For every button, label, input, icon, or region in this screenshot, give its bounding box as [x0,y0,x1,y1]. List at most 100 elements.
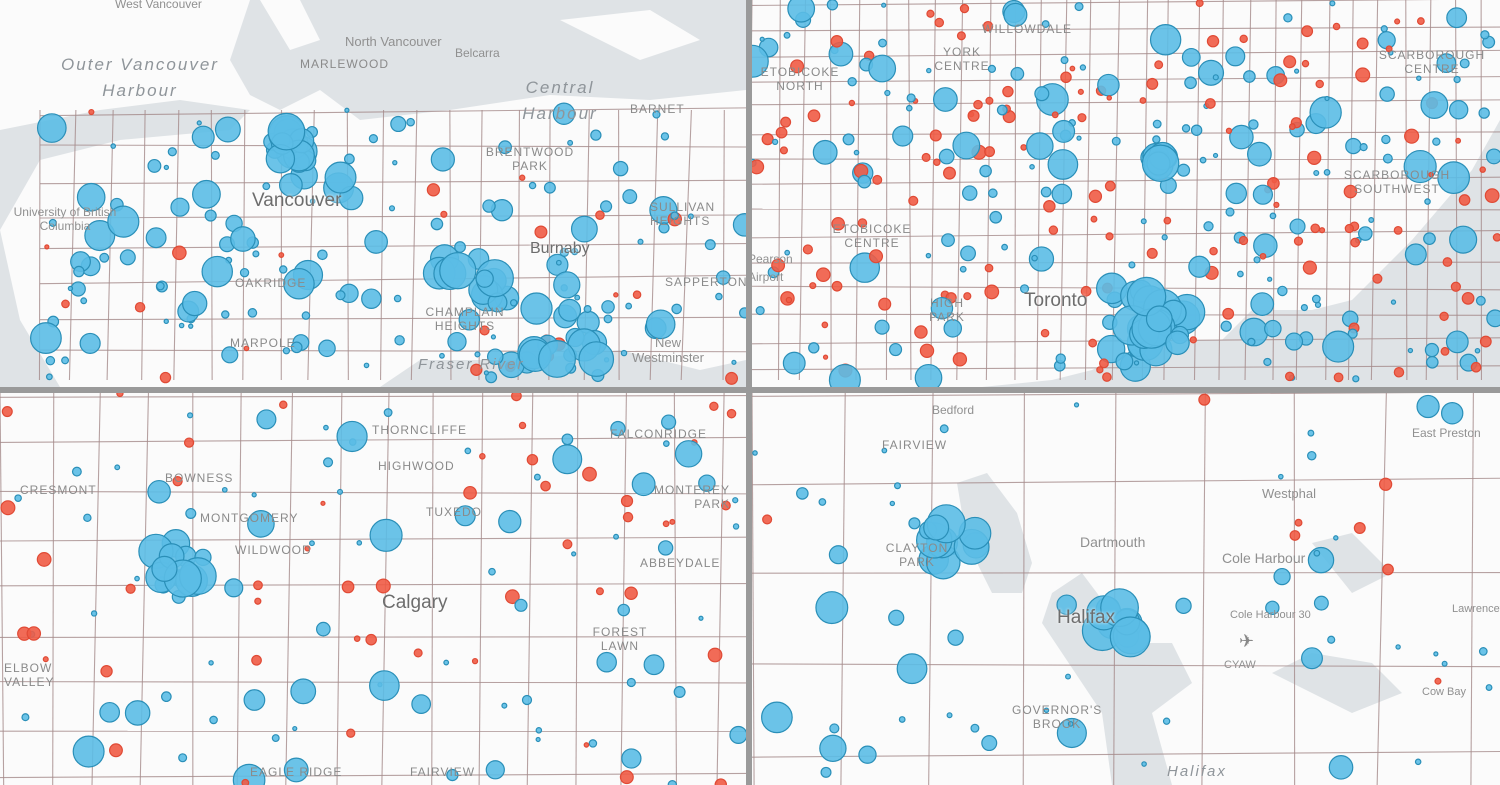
neighbourhood-label: Forest Lawn [592,625,648,653]
increase-marker [356,540,363,546]
road [0,395,746,398]
increase-marker [787,0,816,23]
decrease-marker [620,494,634,508]
increase-marker [613,533,620,540]
increase-marker [208,660,214,666]
decrease-marker [1096,366,1104,374]
decrease-marker [1382,563,1394,576]
increase-marker [853,149,860,156]
decrease-marker [1479,166,1486,173]
road [0,436,746,443]
map-panel-toronto[interactable]: Willowdale York Centre Scarborough Centr… [752,0,1500,387]
increase-marker [1352,375,1360,383]
increase-marker [1377,31,1396,50]
increase-marker [1056,717,1087,749]
increase-marker [84,220,116,252]
road [1014,0,1017,381]
increase-marker [221,486,228,493]
decrease-marker [929,129,942,142]
increase-marker [1034,86,1050,102]
increase-marker [454,505,476,527]
increase-marker [905,104,913,112]
decrease-marker [1318,227,1326,234]
increase-marker [1478,647,1488,656]
road [1325,0,1331,381]
decrease-marker [426,183,441,197]
map-panel-halifax[interactable]: ✈ Bedford East Preston Westphal Dartmout… [752,393,1500,785]
decrease-marker [1293,236,1304,246]
increase-marker [755,305,765,316]
decrease-marker [933,158,941,166]
increase-marker [509,299,518,307]
increase-marker [908,517,921,530]
decrease-marker [780,116,792,128]
increase-marker [570,215,598,243]
increase-marker [1423,232,1436,246]
increase-marker [1076,135,1082,141]
road [39,274,746,285]
decrease-marker [116,393,124,398]
increase-marker [430,147,455,172]
decrease-marker [985,96,994,105]
increase-marker [941,233,955,248]
decrease-marker [1355,67,1371,83]
road [478,393,484,785]
increase-marker [1220,320,1232,332]
decrease-marker [1440,346,1450,356]
decrease-marker [868,249,884,264]
decrease-marker [320,500,326,506]
increase-marker [388,205,396,212]
road [39,214,746,219]
increase-marker [336,420,368,453]
decrease-marker [934,17,945,28]
increase-marker [987,64,997,73]
increase-marker [1441,660,1448,667]
decrease-marker [1356,37,1369,50]
road [68,109,77,381]
decrease-marker [632,290,642,300]
decrease-marker [1267,177,1280,190]
road [336,393,343,785]
increase-marker [1294,68,1300,74]
decrease-marker [1043,200,1056,213]
increase-marker [167,147,177,157]
place-label: Cole Harbour 30 [1230,609,1311,621]
increase-marker [1440,402,1464,425]
increase-marker [1323,168,1331,176]
increase-marker [301,311,311,320]
increase-marker [670,211,679,220]
increase-marker [961,185,978,201]
decrease-marker [44,244,50,250]
decrease-marker [822,354,829,360]
increase-marker [826,0,839,11]
increase-marker [83,513,92,523]
increase-marker [243,689,266,711]
increase-marker [1115,352,1134,371]
map-panel-calgary[interactable]: Thorncliffe Highwood Tuxedo Bowness Mont… [0,393,746,785]
road [752,571,1500,574]
increase-marker [552,444,583,475]
increase-marker [1056,594,1077,616]
decrease-marker [1069,65,1076,72]
road [752,76,1500,83]
increase-marker [732,497,739,504]
increase-marker [622,189,638,205]
decrease-marker [973,99,983,110]
decrease-marker [752,159,765,175]
decrease-marker [1206,34,1220,48]
increase-marker [625,302,633,310]
decrease-marker [1225,127,1233,134]
increase-marker [599,200,613,213]
water-label: Central Harbour [522,78,598,123]
increase-marker [178,322,185,329]
increase-marker [1199,156,1207,164]
map-panel-vancouver[interactable]: West Vancouver North Vancouver Outer Van… [0,0,746,387]
decrease-marker [1080,285,1092,297]
increase-marker [1177,163,1191,177]
city-label: Toronto [1024,290,1088,311]
increase-marker [61,356,70,365]
decrease-marker [771,258,786,273]
decrease-marker [540,480,551,492]
increase-marker [1243,70,1256,83]
increase-marker [732,213,746,237]
